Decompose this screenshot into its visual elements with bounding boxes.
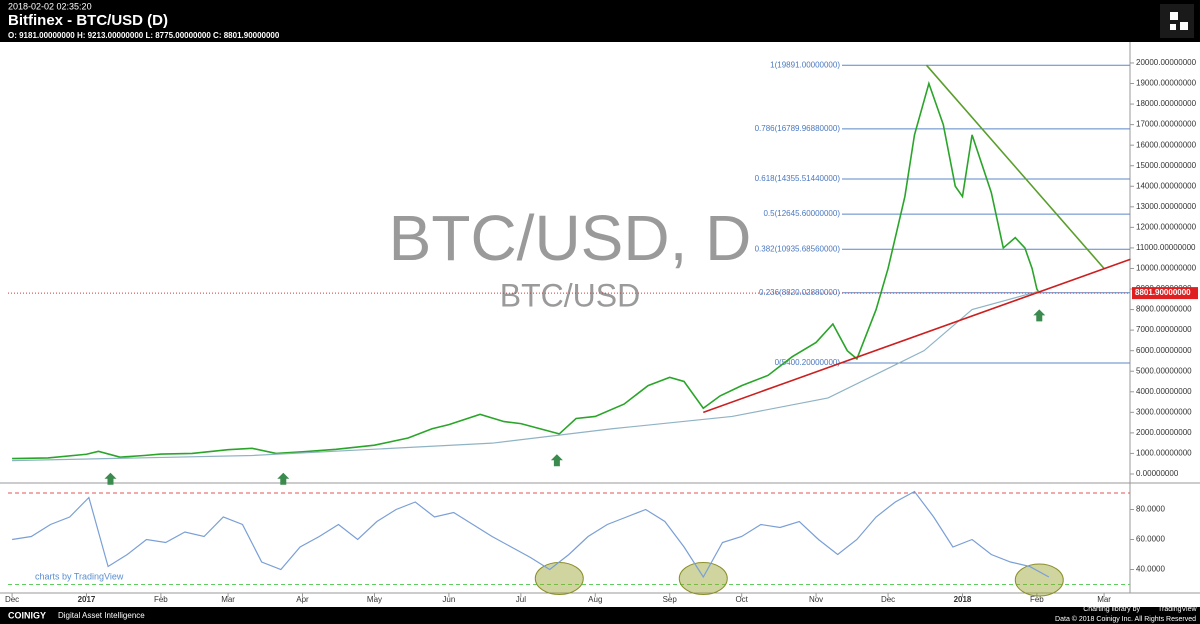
- y-tick-label: 19000.00000000: [1136, 79, 1197, 88]
- attribution: charts by TradingView: [35, 571, 124, 581]
- fib-label: 0.236(8820.02880000): [759, 288, 840, 297]
- y-tick-label: 3000.00000000: [1136, 407, 1192, 416]
- arrow-marker: [104, 472, 117, 485]
- series-line: [12, 290, 1040, 462]
- y-tick-label: 11000.00000000: [1136, 243, 1196, 252]
- highlight-ellipse: [678, 562, 728, 595]
- x-tick-label: Aug: [588, 595, 602, 604]
- x-tick-label: Sep: [663, 595, 678, 604]
- series-line: [11, 490, 1050, 579]
- x-tick-label: Jul: [516, 595, 526, 604]
- title: Bitfinex - BTC/USD (D): [8, 12, 168, 29]
- arrow-marker: [277, 472, 290, 485]
- x-tick-label: Oct: [735, 595, 748, 604]
- x-tick-label: Feb: [154, 595, 168, 604]
- logo: [1160, 4, 1194, 38]
- y-tick-label: 12000.00000000: [1136, 222, 1197, 231]
- header-bar: [0, 0, 1200, 42]
- fib-label: 0(5400.20000000): [775, 358, 841, 367]
- x-tick-label: Dec: [5, 595, 19, 604]
- series-line: [12, 80, 1040, 460]
- brand: COINIGY: [8, 610, 46, 620]
- ohlc: O: 9181.00000000 H: 9213.00000000 L: 877…: [8, 31, 280, 40]
- x-tick-label: Jun: [442, 595, 455, 604]
- y-tick-label: 7000.00000000: [1136, 325, 1192, 334]
- trendline: [925, 64, 1105, 270]
- x-tick-label: Mar: [221, 595, 235, 604]
- y-tick-label: 6000.00000000: [1136, 346, 1192, 355]
- y-tick-label: 60.0000: [1136, 535, 1165, 544]
- x-tick-label: Apr: [296, 595, 309, 604]
- highlight-ellipse: [1014, 563, 1064, 597]
- fib-label: 0.382(10935.68560000): [755, 244, 841, 253]
- x-tick-label: Mar: [1097, 595, 1111, 604]
- fib-label: 0.786(16789.96880000): [755, 124, 841, 133]
- last-price-label: 8801.90000000: [1135, 288, 1191, 297]
- y-tick-label: 40.0000: [1136, 565, 1165, 574]
- y-tick-label: 14000.00000000: [1136, 181, 1197, 190]
- fib-label: 1(19891.00000000): [770, 60, 840, 69]
- arrow-marker: [550, 454, 563, 467]
- last-price-box: [1132, 287, 1198, 300]
- x-tick-label: 2017: [78, 595, 96, 604]
- tagline: Digital Asset Intelligence: [58, 611, 145, 620]
- trendline: [703, 258, 1131, 414]
- footer-bar: [0, 607, 1200, 624]
- logo-mark: [1170, 12, 1188, 30]
- credit: Charting library by: [1083, 606, 1140, 613]
- fib-label: 0.5(12645.60000000): [763, 209, 840, 218]
- y-tick-label: 80.0000: [1136, 505, 1165, 514]
- credit-brand: TradingView: [1158, 606, 1197, 613]
- y-tick-label: 2000.00000000: [1136, 428, 1192, 437]
- y-tick-label: 17000.00000000: [1136, 120, 1197, 129]
- watermark-sub: BTC/USD: [500, 277, 640, 313]
- fib-label: 0.618(14355.51440000): [755, 174, 841, 183]
- y-tick-label: 10000.00000000: [1136, 264, 1197, 273]
- y-tick-label: 15000.00000000: [1136, 161, 1197, 170]
- y-tick-label: 20000.00000000: [1136, 58, 1197, 67]
- y-tick-label: 0.00000000: [1136, 469, 1179, 478]
- y-tick-label: 5000.00000000: [1136, 366, 1192, 375]
- x-tick-label: 2018: [954, 595, 972, 604]
- y-tick-label: 16000.00000000: [1136, 140, 1197, 149]
- x-tick-label: Nov: [809, 595, 823, 604]
- y-tick-label: 18000.00000000: [1136, 99, 1197, 108]
- x-tick-label: Dec: [881, 595, 895, 604]
- arrow-marker: [1033, 309, 1046, 322]
- x-tick-label: May: [367, 595, 382, 604]
- y-tick-label: 13000.00000000: [1136, 202, 1197, 211]
- x-tick-label: Feb: [1030, 595, 1044, 604]
- highlight-ellipse: [534, 562, 584, 595]
- timestamp: 2018-02-02 02:35:20: [8, 1, 92, 11]
- y-tick-label: 4000.00000000: [1136, 387, 1192, 396]
- watermark: BTC/USD, D: [389, 202, 752, 274]
- copyright: Data © 2018 Coinigy Inc. All Rights Rese…: [1055, 615, 1196, 623]
- y-tick-label: 1000.00000000: [1136, 449, 1192, 458]
- y-tick-label: 8000.00000000: [1136, 305, 1192, 314]
